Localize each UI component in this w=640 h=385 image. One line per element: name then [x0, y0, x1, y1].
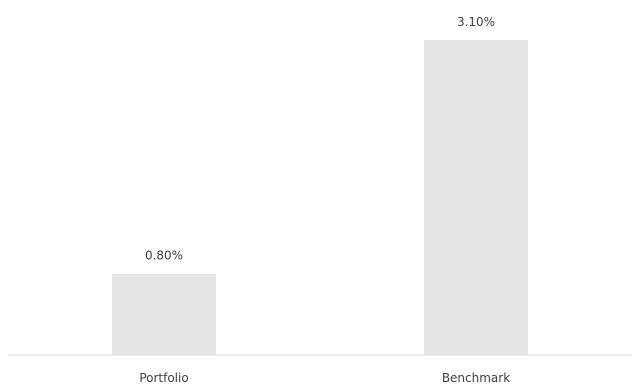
- data-label-portfolio: 0.80%: [145, 249, 183, 263]
- x-tick-label-benchmark: Benchmark: [442, 371, 510, 385]
- bars-group: [112, 40, 528, 355]
- bar-portfolio: [112, 273, 216, 355]
- x-tick-label-portfolio: Portfolio: [139, 371, 188, 385]
- bar-benchmark: [424, 40, 528, 355]
- data-label-benchmark: 3.10%: [457, 15, 495, 29]
- data-labels-group: 0.80% 3.10%: [145, 15, 495, 263]
- x-tick-labels-group: Portfolio Benchmark: [139, 371, 510, 385]
